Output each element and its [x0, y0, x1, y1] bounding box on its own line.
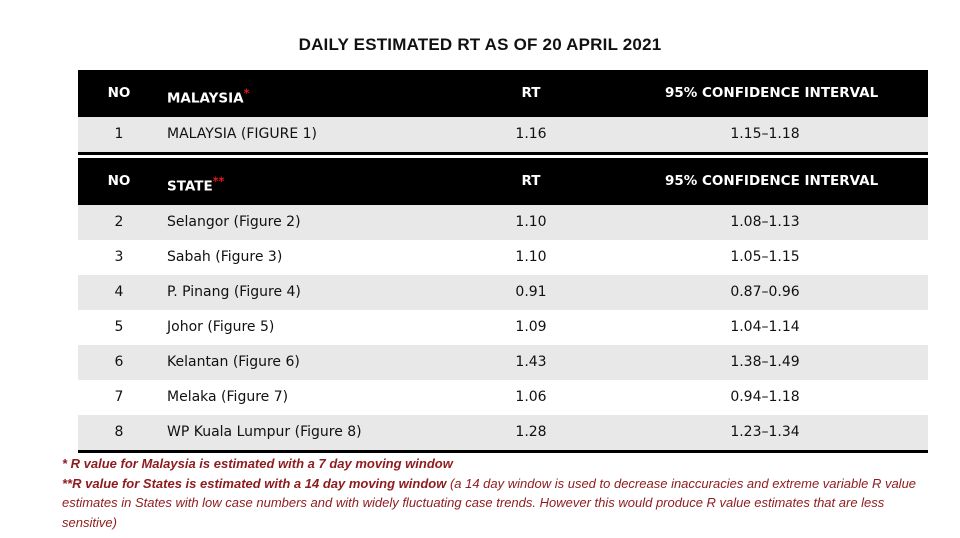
footnote-state: **R value for States is estimated with a…: [62, 474, 942, 533]
cell-ci: 1.15–1.18: [730, 126, 800, 142]
cell-ci: 0.87–0.96: [730, 284, 800, 300]
cell-name: Sabah (Figure 3): [167, 249, 283, 265]
cell-name: Melaka (Figure 7): [167, 389, 289, 405]
cell-rt: 1.09: [515, 319, 547, 335]
cell-ci: 1.38–1.49: [730, 354, 800, 370]
cell-name: Selangor (Figure 2): [167, 214, 301, 230]
header-name: MALAYSIA*: [167, 70, 250, 123]
table-row: 4 P. Pinang (Figure 4) 0.91 0.87–0.96: [78, 275, 928, 310]
cell-ci: 1.08–1.13: [730, 214, 800, 230]
table-header: NO MALAYSIA* RT 95% CONFIDENCE INTERVAL: [78, 70, 928, 117]
table-header: NO STATE** RT 95% CONFIDENCE INTERVAL: [78, 158, 928, 205]
cell-rt: 0.91: [515, 284, 547, 300]
table-row: 3 Sabah (Figure 3) 1.10 1.05–1.15: [78, 240, 928, 275]
footnote-national: * R value for Malaysia is estimated with…: [62, 454, 942, 474]
national-table: NO MALAYSIA* RT 95% CONFIDENCE INTERVAL …: [78, 70, 928, 155]
cell-ci: 1.23–1.34: [730, 424, 800, 440]
header-rt: RT: [521, 173, 541, 189]
footnote-state-bold: **R value for States is estimated with a…: [62, 475, 447, 491]
table-divider: [78, 152, 928, 155]
cell-no: 2: [114, 214, 124, 230]
cell-no: 4: [114, 284, 124, 300]
table-row: 8 WP Kuala Lumpur (Figure 8) 1.28 1.23–1.34: [78, 415, 928, 450]
cell-rt: 1.28: [515, 424, 547, 440]
page-title: DAILY ESTIMATED RT AS OF 20 APRIL 2021: [298, 35, 662, 54]
cell-name: MALAYSIA (FIGURE 1): [167, 126, 317, 142]
cell-no: 3: [114, 249, 124, 265]
cell-name: WP Kuala Lumpur (Figure 8): [167, 424, 362, 440]
cell-ci: 0.94–1.18: [730, 389, 800, 405]
cell-rt: 1.16: [515, 126, 547, 142]
header-no: NO: [107, 173, 131, 189]
cell-rt: 1.06: [515, 389, 547, 405]
footnote-national-text: * R value for Malaysia is estimated with…: [62, 456, 453, 471]
cell-no: 7: [114, 389, 124, 405]
header-marker: *: [243, 87, 250, 100]
cell-name: Johor (Figure 5): [167, 319, 275, 335]
cell-no: 5: [114, 319, 124, 335]
cell-no: 1: [114, 126, 124, 142]
footnote-state-detail: (a 14 day window is used to decrease ina…: [62, 475, 917, 530]
cell-no: 8: [114, 424, 124, 440]
table-divider: [78, 450, 928, 453]
table-row: 6 Kelantan (Figure 6) 1.43 1.38–1.49: [78, 345, 928, 380]
table-row: 2 Selangor (Figure 2) 1.10 1.08–1.13: [78, 205, 928, 240]
cell-rt: 1.10: [515, 214, 547, 230]
header-name-label: STATE: [167, 178, 213, 195]
header-no: NO: [107, 85, 131, 101]
header-rt: RT: [521, 85, 541, 101]
table-row: 1 MALAYSIA (FIGURE 1) 1.16 1.15–1.18: [78, 117, 928, 152]
header-ci: 95% CONFIDENCE INTERVAL: [665, 85, 879, 101]
cell-name: P. Pinang (Figure 4): [167, 284, 301, 300]
footnotes: * R value for Malaysia is estimated with…: [62, 454, 942, 532]
state-table: NO STATE** RT 95% CONFIDENCE INTERVAL 2 S…: [78, 158, 928, 453]
cell-ci: 1.05–1.15: [730, 249, 800, 265]
cell-rt: 1.10: [515, 249, 547, 265]
cell-ci: 1.04–1.14: [730, 319, 800, 335]
header-ci: 95% CONFIDENCE INTERVAL: [665, 173, 879, 189]
header-marker: **: [212, 175, 225, 188]
table-row: 5 Johor (Figure 5) 1.09 1.04–1.14: [78, 310, 928, 345]
cell-rt: 1.43: [515, 354, 547, 370]
cell-name: Kelantan (Figure 6): [167, 354, 300, 370]
table-row: 7 Melaka (Figure 7) 1.06 0.94–1.18: [78, 380, 928, 415]
header-name-label: MALAYSIA: [167, 90, 244, 107]
header-name: STATE**: [167, 158, 225, 211]
cell-no: 6: [114, 354, 124, 370]
